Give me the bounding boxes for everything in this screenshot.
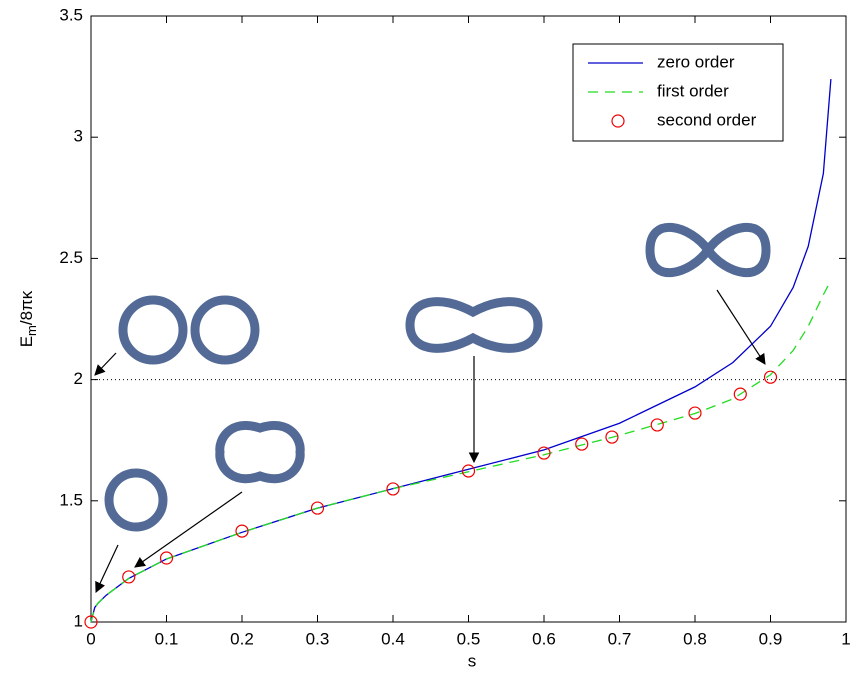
x-tick-label: 0.9 [759, 629, 783, 648]
marker [159, 551, 174, 565]
x-tick-label: 0.5 [457, 629, 481, 648]
x-tick-label: 0.6 [532, 629, 556, 648]
series-line [90, 279, 832, 623]
y-tick-label: 2.5 [59, 248, 83, 267]
y-label-base: E [17, 336, 36, 347]
y-label-rest: /8πκ [17, 290, 36, 325]
arrow [134, 491, 243, 568]
marker [235, 524, 249, 538]
marker [763, 370, 778, 384]
x-tick-label: 0 [86, 629, 95, 648]
arrows [94, 289, 766, 593]
marker [575, 437, 589, 451]
marker [122, 570, 136, 584]
marker [650, 418, 664, 432]
x-tick-label: 0.1 [155, 629, 179, 648]
legend-marker [611, 114, 625, 128]
marker [537, 446, 551, 460]
y-label-subscript: m [24, 325, 39, 336]
marker [386, 482, 400, 496]
marker [688, 406, 702, 420]
x-tick-label: 0.3 [306, 629, 330, 648]
x-tick-label: 0.4 [381, 629, 405, 648]
marker [461, 464, 476, 478]
series-line [90, 78, 832, 623]
y-axis-label: Em/8πκ [17, 290, 39, 347]
y-tick-label: 3 [74, 127, 83, 146]
arrow [95, 544, 119, 593]
x-tick-label: 0.2 [230, 629, 254, 648]
sphere-icon [104, 468, 168, 532]
y-tick-label: 1 [74, 611, 83, 630]
marker [310, 501, 325, 515]
dumbbell-icon [405, 297, 543, 353]
x-axis-label: s [468, 651, 477, 670]
y-tick-label: 2 [74, 369, 83, 388]
two-spheres-icon [190, 295, 260, 365]
vesicle-icons [104, 222, 771, 532]
x-tick-label: 1 [841, 629, 850, 648]
legend-label: second order [657, 110, 757, 129]
marker [605, 430, 619, 444]
two-spheres-icon [118, 295, 188, 365]
arrow [716, 289, 766, 365]
legend: zero order first order second order [572, 43, 784, 142]
y-tick-label: 1.5 [59, 490, 83, 509]
marker [84, 615, 98, 629]
figure-eight-icon [645, 222, 771, 278]
peanut-icon [215, 421, 305, 484]
y-tick-label: 3.5 [59, 5, 83, 24]
legend-label: zero order [657, 52, 735, 71]
x-tick-label: 0.7 [608, 629, 632, 648]
arrow [94, 352, 117, 376]
x-tick-label: 0.8 [683, 629, 707, 648]
marker [733, 387, 747, 401]
legend-label: first order [657, 81, 729, 100]
